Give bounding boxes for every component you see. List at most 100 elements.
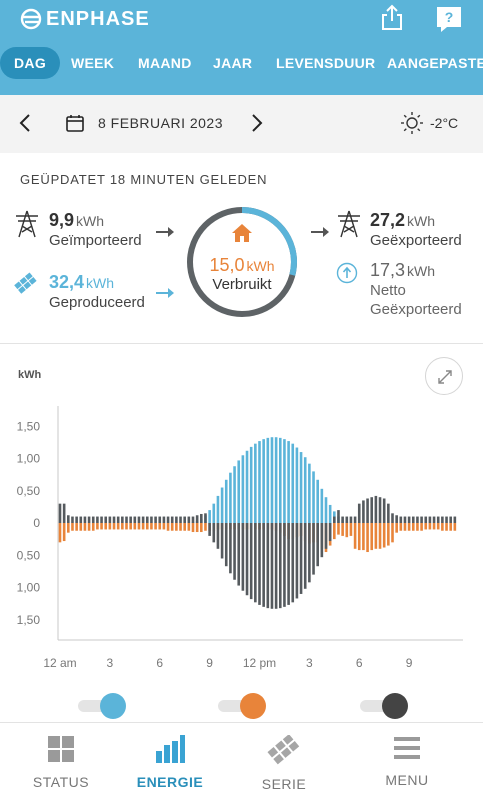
chart-bar [245, 450, 249, 523]
nav-serie[interactable]: SERIE [229, 734, 339, 792]
enphase-logo-icon [20, 8, 42, 30]
consumed-stat: 15,0 kWh Verbruikt [184, 222, 300, 293]
chart-bar [262, 439, 265, 523]
help-icon[interactable]: ? [435, 5, 463, 33]
enphase-logo: ENPHASE [20, 7, 150, 31]
chart-y-unit: kWh [18, 369, 42, 381]
chart-bar [162, 516, 166, 523]
chart-bar [237, 523, 241, 586]
consumed-label: Verbruikt [212, 276, 272, 293]
chart-bar [287, 441, 290, 523]
grid-toggle[interactable] [360, 693, 408, 719]
selected-date[interactable]: 8 FEBRUARI 2023 [98, 115, 223, 131]
chevron-right-icon[interactable] [244, 111, 268, 135]
chart-bar [295, 523, 299, 599]
chart-bar [116, 516, 120, 523]
chart-bar [258, 441, 261, 523]
chart-bar [362, 500, 365, 523]
chart-bar [237, 460, 241, 523]
net-exported-value: 17,3 [370, 260, 406, 280]
chart-bar [179, 516, 182, 523]
consumed-value: 15,0 [209, 255, 245, 275]
chart-bar [141, 523, 145, 530]
calendar-icon[interactable] [65, 113, 85, 133]
chart-bar [432, 523, 436, 530]
chart-bar [341, 516, 344, 523]
period-tabs: DAG WEEK MAAND JAAR LEVENSDUUR AANGEPAST… [0, 47, 483, 79]
tab-week[interactable]: WEEK [71, 55, 115, 71]
sun-icon [401, 112, 423, 134]
net-export-icon [336, 262, 358, 284]
chart-bar [399, 523, 403, 531]
chart-bar [87, 523, 91, 531]
chart-bar [424, 516, 428, 523]
chart-bar [58, 523, 62, 543]
chart-bar [370, 497, 374, 523]
chart-bar [333, 523, 336, 540]
chart-bar [187, 523, 191, 531]
chart-bar [436, 523, 440, 530]
imported-unit: kWh [76, 213, 105, 229]
nav-status[interactable]: STATUS [6, 735, 116, 790]
produced-value: 32,4 [49, 272, 85, 292]
y-tick-label: 1,00 [17, 581, 41, 595]
x-tick-label: 6 [356, 656, 363, 670]
chart-bar [270, 523, 274, 609]
chart-bar [71, 516, 74, 523]
chart-bar [162, 523, 166, 530]
consumed-toggle[interactable] [218, 693, 266, 719]
chart-bar [308, 463, 311, 523]
nav-menu[interactable]: MENU [352, 735, 462, 788]
chart-bar [441, 516, 444, 523]
x-tick-label: 3 [306, 656, 313, 670]
nav-divider [0, 722, 483, 723]
chart-bar [278, 437, 282, 523]
chart-bar [378, 497, 382, 523]
y-tick-label: 0,50 [17, 484, 41, 498]
chart-bar [241, 455, 245, 523]
chart-bar [133, 523, 137, 530]
chart-bar [349, 523, 353, 536]
chart-bar [100, 516, 103, 523]
chart-bar [129, 523, 132, 530]
tab-jaar[interactable]: JAAR [213, 55, 253, 71]
chart-bar [328, 504, 332, 523]
chart-bar [312, 523, 315, 575]
chart-bar [212, 503, 216, 523]
expand-chart-button[interactable] [425, 357, 463, 395]
chart-bar [453, 523, 457, 531]
chart-bar [166, 516, 170, 523]
chart-bar [116, 523, 120, 530]
chart-bar [170, 516, 174, 523]
chart-bar [270, 437, 274, 523]
tab-levensduur[interactable]: LEVENSDUUR [276, 55, 376, 71]
chart-bar [220, 487, 224, 523]
chart-bar [191, 516, 195, 523]
nav-energie-label: ENERGIE [136, 774, 204, 790]
chart-bar [79, 523, 83, 531]
chart-bar [274, 523, 278, 609]
chart-bar [170, 523, 174, 531]
chart-bar [303, 523, 307, 589]
produced-toggle[interactable] [78, 693, 126, 719]
tab-aangepaste[interactable]: AANGEPASTE [387, 55, 483, 71]
chart-bar [67, 523, 70, 533]
chart-bar [316, 523, 319, 567]
nav-status-label: STATUS [32, 774, 90, 790]
chart-bar [266, 523, 270, 609]
share-icon[interactable] [378, 4, 406, 32]
chart-bar [395, 523, 398, 533]
chart-bar [108, 516, 112, 523]
chart-bar [179, 523, 182, 531]
chart-bar [208, 510, 211, 523]
chart-bar [191, 523, 195, 533]
chart-bar [416, 523, 419, 531]
nav-energie[interactable]: ENERGIE [115, 735, 225, 790]
tab-dag[interactable]: DAG [0, 47, 61, 79]
chart-bar [378, 523, 382, 549]
tab-maand[interactable]: MAAND [138, 55, 192, 71]
chevron-left-icon[interactable] [14, 111, 38, 135]
x-tick-label: 12 pm [243, 656, 276, 670]
exported-unit: kWh [407, 213, 436, 229]
x-tick-label: 3 [107, 656, 114, 670]
